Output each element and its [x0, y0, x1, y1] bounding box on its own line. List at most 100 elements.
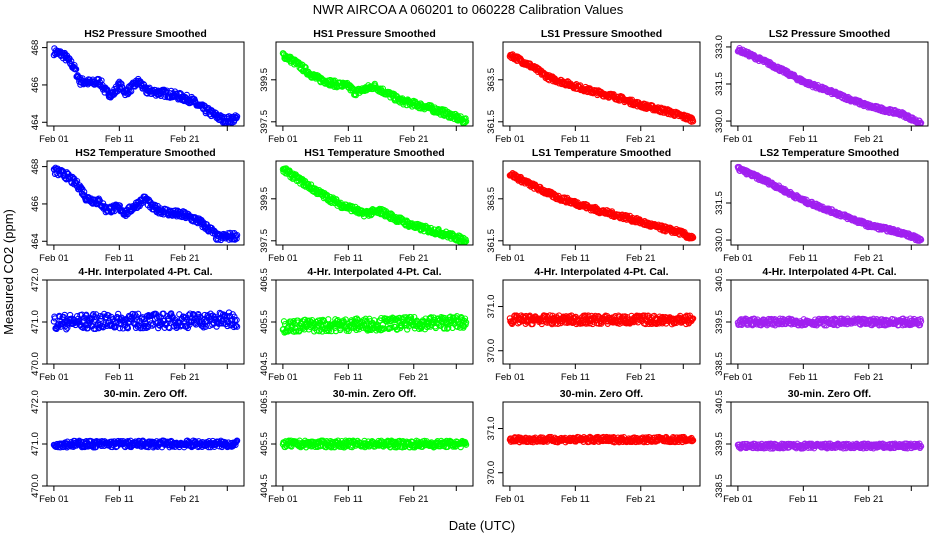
data-point	[462, 118, 470, 125]
x-tick-label: Feb 21	[170, 494, 200, 505]
x-tick-label: Feb 11	[334, 372, 363, 383]
panel-title: LS2 Temperature Smoothed	[760, 147, 899, 159]
chart-panel: 4-Hr. Interpolated 4-Pt. Cal.Feb 01 Feb 1…	[30, 266, 245, 383]
y-tick-label: 339.5	[714, 310, 725, 334]
y-tick-label: 468	[30, 159, 41, 175]
x-tick-label: Feb 01	[495, 372, 525, 383]
x-tick-label: Feb 01	[723, 253, 753, 264]
x-tick-label: Feb 11	[561, 134, 590, 145]
x-tick-label: Feb 01	[39, 494, 69, 505]
chart-panel: LS2 Temperature Smoothed Feb 01 Feb 11 Feb …	[714, 147, 929, 264]
x-tick-label: Feb 11	[789, 134, 818, 145]
x-tick-label: Feb 11	[334, 253, 363, 264]
x-tick-label: Feb 01	[495, 253, 525, 264]
x-tick-label: Feb 01	[723, 134, 753, 145]
chart-panel: LS1 Temperature Smoothed Feb 01 Feb 11 Feb …	[486, 147, 701, 264]
x-axis-label: Date (UTC)	[449, 518, 515, 533]
panel-title: HS2 Pressure Smoothed	[84, 28, 207, 40]
chart-panel: 4-Hr. Interpolated 4-Pt. Cal.Feb 01 Feb 1…	[486, 266, 701, 383]
y-tick-label: 464	[30, 114, 41, 130]
data-point	[689, 118, 697, 125]
chart-panel: 4-Hr. Interpolated 4-Pt. Cal.Feb 01 Feb 1…	[714, 266, 929, 383]
plot-frame	[46, 41, 245, 127]
chart-panel: 30-min. Zero Off.Feb 01 Feb 11 Feb 21404.5…	[259, 388, 474, 505]
data-points	[279, 165, 470, 246]
y-tick-label: 405.5	[259, 310, 270, 334]
data-points	[734, 315, 925, 329]
data-point	[128, 88, 135, 95]
x-tick-label: Feb 11	[789, 372, 818, 383]
y-tick-label: 399.5	[259, 68, 270, 92]
x-tick-label: Feb 21	[854, 134, 884, 145]
panel-title: HS1 Pressure Smoothed	[313, 28, 436, 40]
y-tick-label: 397.5	[259, 110, 270, 134]
y-tick-label: 466	[30, 196, 41, 212]
y-tick-label: 397.5	[259, 229, 270, 253]
x-tick-label: Feb 11	[105, 494, 134, 505]
data-point	[233, 113, 241, 120]
y-tick-label: 331.5	[714, 72, 725, 96]
x-tick-label: Feb 01	[39, 134, 69, 145]
y-tick-label: 472.0	[30, 390, 41, 414]
x-tick-label: Feb 21	[626, 134, 656, 145]
y-tick-label: 331.5	[714, 191, 725, 215]
data-point	[68, 57, 75, 65]
data-points	[279, 437, 470, 451]
x-tick-label: Feb 11	[105, 372, 134, 383]
data-points	[506, 51, 697, 125]
panel-title: LS1 Pressure Smoothed	[541, 28, 662, 40]
figure-title: NWR AIRCOA A 060201 to 060228 Calibratio…	[313, 2, 624, 17]
panel-title: LS1 Temperature Smoothed	[532, 147, 671, 159]
y-tick-label: 470.0	[30, 352, 41, 376]
y-tick-label: 464	[30, 233, 41, 249]
x-tick-label: Feb 11	[105, 134, 134, 145]
chart-panel: LS2 Pressure Smoothed Feb 01 Feb 11 Feb 21 3…	[714, 28, 929, 145]
plot-frame	[46, 160, 245, 246]
x-tick-label: Feb 01	[268, 494, 298, 505]
y-tick-label: 468	[30, 40, 41, 56]
x-tick-label: Feb 21	[626, 253, 656, 264]
x-tick-label: Feb 01	[495, 134, 525, 145]
x-tick-label: Feb 11	[334, 494, 363, 505]
x-tick-label: Feb 21	[399, 372, 429, 383]
data-point	[121, 211, 128, 218]
y-tick-label: 406.5	[259, 268, 270, 292]
x-tick-label: Feb 21	[170, 253, 200, 264]
x-tick-label: Feb 11	[789, 253, 818, 264]
y-tick-label: 406.5	[259, 390, 270, 414]
data-point	[73, 177, 81, 185]
y-tick-label: 466	[30, 77, 41, 93]
panel-title: 4-Hr. Interpolated 4-Pt. Cal.	[762, 266, 896, 278]
y-tick-label: 404.5	[259, 352, 270, 376]
data-points	[506, 433, 697, 446]
panel-title: 4-Hr. Interpolated 4-Pt. Cal.	[534, 266, 668, 278]
x-tick-label: Feb 01	[39, 253, 69, 264]
x-tick-label: Feb 01	[268, 134, 298, 145]
data-points	[50, 437, 241, 451]
y-tick-label: 371.0	[486, 295, 497, 319]
data-point	[172, 207, 179, 214]
plot-frame	[502, 41, 701, 127]
y-tick-label: 361.5	[486, 229, 497, 253]
x-tick-label: Feb 01	[39, 372, 69, 383]
x-tick-label: Feb 11	[561, 253, 590, 264]
y-tick-label: 370.0	[486, 339, 497, 363]
chart-panel: 30-min. Zero Off.Feb 01 Feb 11 Feb 21370.0…	[486, 388, 701, 505]
data-points	[50, 45, 241, 127]
chart-panel: 4-Hr. Interpolated 4-Pt. Cal.Feb 01 Feb 1…	[259, 266, 474, 383]
y-tick-label: 472.0	[30, 268, 41, 292]
y-tick-label: 471.0	[30, 310, 41, 334]
x-tick-label: Feb 21	[626, 372, 656, 383]
x-tick-label: Feb 21	[399, 134, 429, 145]
y-tick-label: 405.5	[259, 432, 270, 456]
panel-title: 30-min. Zero Off.	[560, 388, 644, 400]
x-tick-label: Feb 21	[854, 253, 884, 264]
y-tick-label: 399.5	[259, 187, 270, 211]
y-axis-label: Measured CO2 (ppm)	[1, 209, 16, 335]
panel-title: LS2 Pressure Smoothed	[769, 28, 890, 40]
